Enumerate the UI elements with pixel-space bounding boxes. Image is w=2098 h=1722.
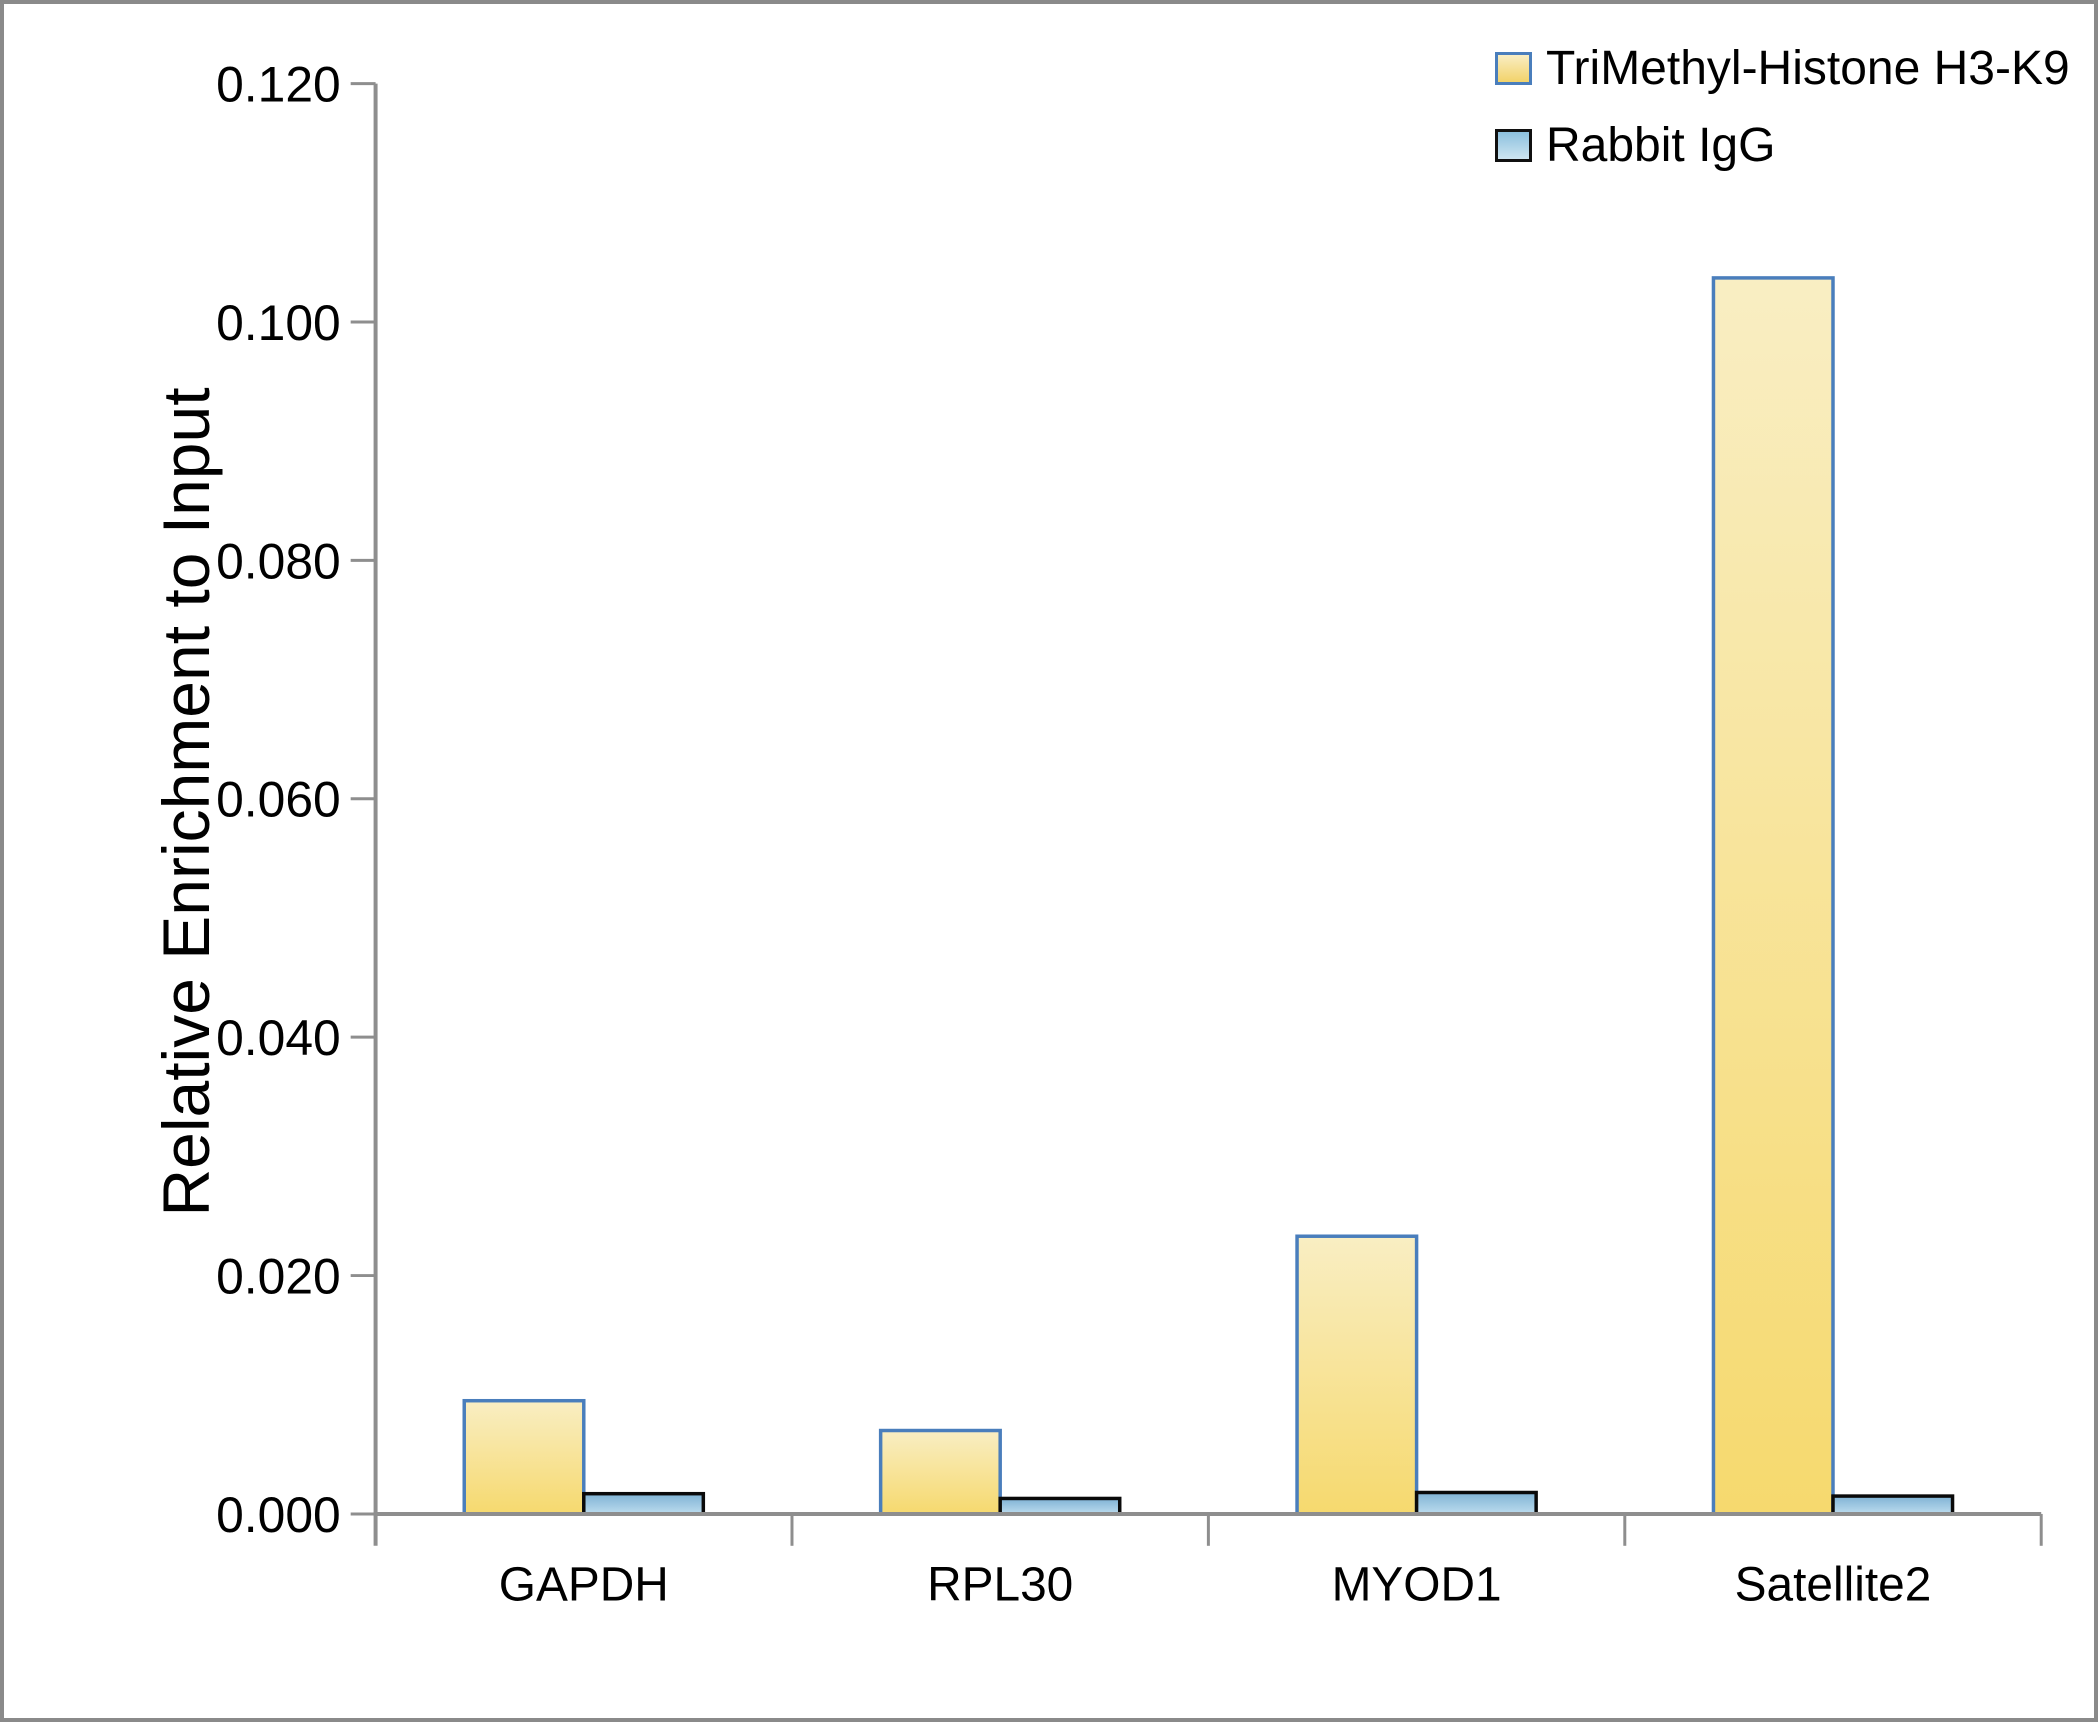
legend-label-rabbit-igg: Rabbit IgG [1546,118,1776,172]
y-tick-label-0.040: 0.040 [216,1010,341,1066]
category-label-myod1: MYOD1 [1332,1559,1502,1612]
axes-layer [350,82,2043,1546]
y-tick-label-0.000: 0.000 [216,1487,341,1543]
bar-rabbit-igg-satellite2 [1831,1494,1955,1516]
y-tick-label-0.080: 0.080 [216,533,341,589]
legend: TriMethyl-Histone H3-K9 Rabbit IgG [1495,42,2070,172]
bar-trimethyl-histone-h3-k9-gapdh [462,1398,586,1516]
legend-item-rabbit-igg: Rabbit IgG [1495,119,2070,172]
bar-trimethyl-histone-h3-k9-satellite2 [1711,276,1835,1516]
y-tick-label-0.100: 0.100 [216,295,341,351]
legend-item-trimethyl: TriMethyl-Histone H3-K9 [1495,42,2070,95]
bar-trimethyl-histone-h3-k9-myod1 [1295,1234,1419,1516]
legend-label-trimethyl: TriMethyl-Histone H3-K9 [1546,41,2070,95]
bars-layer [462,276,1955,1516]
y-axis-title: Relative Enrichment to Input [149,387,223,1217]
plot-area: 0.000 0.020 0.040 0.060 0.080 0.100 0.120 GAPDH… [216,57,2043,1612]
category-label-gapdh: GAPDH [499,1559,669,1612]
bar-rabbit-igg-myod1 [1414,1490,1538,1516]
category-label-rpl30: RPL30 [927,1559,1073,1612]
y-tick-label-0.120: 0.120 [216,57,341,113]
category-label-satellite2: Satellite2 [1735,1559,1932,1612]
y-tick-label-0.020: 0.020 [216,1249,341,1305]
bar-rabbit-igg-gapdh [582,1491,706,1516]
bar-rabbit-igg-rpl30 [998,1496,1122,1516]
labels-layer: 0.000 0.020 0.040 0.060 0.080 0.100 0.120 GAPDH… [216,57,1931,1612]
legend-swatch-rabbit-igg-icon [1495,128,1532,162]
bar-trimethyl-histone-h3-k9-rpl30 [878,1428,1002,1516]
legend-swatch-trimethyl-icon [1495,51,1532,85]
y-tick-label-0.060: 0.060 [216,772,341,828]
